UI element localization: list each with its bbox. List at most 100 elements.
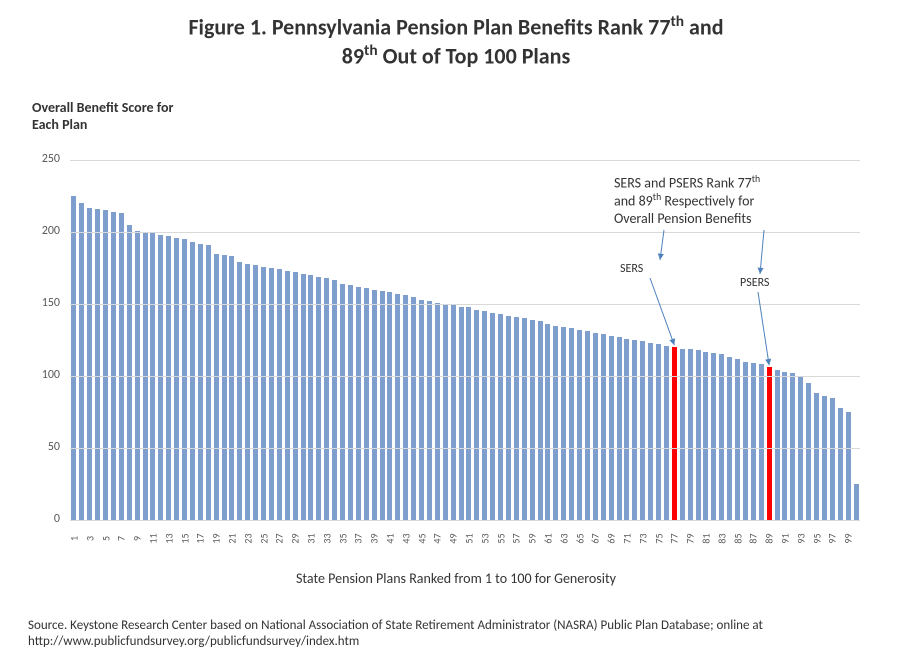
bar [822, 396, 827, 520]
y-tick-label: 50 [0, 440, 60, 454]
gridline [70, 160, 860, 161]
bar [103, 210, 108, 520]
bar [640, 341, 645, 520]
x-tick-label: 71 [620, 531, 633, 547]
bar [545, 324, 550, 520]
x-tick-label: 53 [478, 531, 491, 547]
gridline [70, 520, 860, 521]
bar [364, 288, 369, 520]
x-tick-label: 49 [447, 531, 460, 547]
x-tick-label: 83 [715, 531, 728, 547]
bar [237, 262, 242, 520]
bar [127, 225, 132, 520]
bar-highlight [767, 367, 772, 520]
bar [561, 327, 566, 520]
x-tick-label: 35 [336, 531, 349, 547]
chart-title: Figure 1. Pennsylvania Pension Plan Bene… [0, 12, 912, 70]
x-tick-label: 59 [526, 531, 539, 547]
bar [356, 287, 361, 520]
x-tick-label: 95 [810, 531, 823, 547]
x-tick-label: 9 [131, 531, 144, 547]
x-tick-label: 75 [652, 531, 665, 547]
x-tick-label: 37 [352, 531, 365, 547]
gridline [70, 304, 860, 305]
x-tick-label: 99 [842, 531, 855, 547]
bar [466, 307, 471, 520]
sers-label: SERS [620, 262, 643, 276]
x-tick-label: 51 [462, 531, 475, 547]
bar [514, 317, 519, 520]
y-tick-label: 0 [0, 512, 60, 526]
bar [688, 349, 693, 520]
y-axis-subtitle: Overall Benefit Score for Each Plan [32, 100, 173, 134]
x-tick-label: 23 [241, 531, 254, 547]
bar [111, 212, 116, 520]
x-tick-label: 29 [289, 531, 302, 547]
bar [79, 203, 84, 520]
bar [206, 245, 211, 520]
bar [743, 362, 748, 520]
bar [680, 349, 685, 520]
bar [498, 314, 503, 520]
y-tick-label: 150 [0, 296, 60, 310]
x-tick-label: 21 [225, 531, 238, 547]
x-tick-label: 77 [668, 531, 681, 547]
x-tick-label: 63 [557, 531, 570, 547]
bar [158, 235, 163, 520]
bar [846, 412, 851, 520]
bar [411, 297, 416, 520]
x-tick-label: 47 [431, 531, 444, 547]
bar [854, 484, 859, 520]
bar [443, 304, 448, 520]
x-tick-label: 45 [415, 531, 428, 547]
x-tick-label: 11 [146, 531, 159, 547]
bar [782, 372, 787, 520]
bar [301, 274, 306, 520]
bar [222, 255, 227, 520]
x-tick-label: 57 [510, 531, 523, 547]
bar [427, 301, 432, 520]
x-tick-label: 17 [194, 531, 207, 547]
bar [419, 300, 424, 520]
annotation-callout: SERS and PSERS Rank 77th and 89th Respec… [614, 174, 760, 228]
x-tick-label: 61 [541, 531, 554, 547]
x-tick-label: 1 [67, 531, 80, 547]
bar [459, 307, 464, 520]
source-caption: Source. Keystone Research Center based o… [28, 618, 884, 651]
bar [727, 357, 732, 520]
bar [387, 292, 392, 520]
bar [269, 268, 274, 520]
bar [435, 303, 440, 520]
bar [403, 295, 408, 520]
bar [87, 208, 92, 520]
bar-highlight [672, 347, 677, 520]
bar [585, 331, 590, 520]
bar [474, 310, 479, 520]
bar [522, 318, 527, 520]
gridline [70, 232, 860, 233]
bar [245, 264, 250, 520]
x-tick-label: 7 [115, 531, 128, 547]
bar [838, 408, 843, 520]
bar [95, 209, 100, 520]
bar [617, 337, 622, 520]
bar [553, 326, 558, 520]
bar [569, 328, 574, 520]
bar [775, 370, 780, 520]
bar [530, 320, 535, 520]
psers-label: PSERS [740, 276, 769, 290]
bar [182, 239, 187, 520]
bar [711, 353, 716, 520]
bar [332, 280, 337, 520]
x-tick-label: 85 [731, 531, 744, 547]
bar [593, 333, 598, 520]
bar [166, 236, 171, 520]
bar [506, 316, 511, 520]
bar [632, 340, 637, 520]
bar [790, 373, 795, 520]
bar [538, 321, 543, 520]
bar [174, 238, 179, 520]
x-tick-label: 55 [494, 531, 507, 547]
x-tick-label: 89 [763, 531, 776, 547]
bar [229, 256, 234, 520]
